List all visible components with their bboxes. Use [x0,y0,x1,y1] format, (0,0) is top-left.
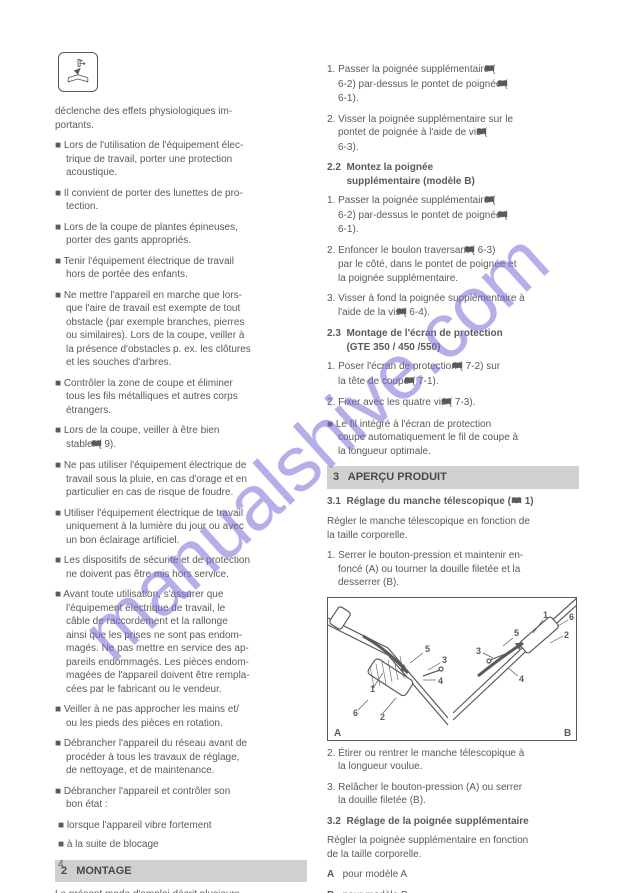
subsection-header: 2.2 Montez la poignée supplémentaire (mo… [327,161,579,188]
body-text: ■ Débrancher l'appareil du réseau avant … [55,737,307,778]
diagram-label: 2 [380,712,385,722]
manual-reference-icon [58,52,98,92]
numbered-step: 3. Relâcher le bouton-pression (A) ou se… [327,781,579,808]
diagram-label: 5 [514,628,519,638]
diagram-label: 3 [442,655,447,665]
body-text: ■ Les dispositifs de sécurité et de prot… [55,554,307,581]
body-text: ■ Lors de la coupe, veiller à être biens… [55,424,307,452]
body-text: Régler la poignée supplémentaire en fonc… [327,834,579,861]
diagram-label: 6 [353,708,358,718]
telescopic-handle-diagram: 1 2 3 4 5 6 1 2 3 4 5 [327,597,577,741]
page-number: 4 [58,858,64,872]
body-text: ■ Avant toute utilisation, s'assurer que… [55,588,307,696]
diagram-label: 4 [519,674,524,684]
bullet-item: ■ lorsque l'appareil vibre fortement [55,819,307,833]
body-text: Régler le manche télescopique en fonctio… [327,515,579,542]
body-text: déclenche des effets physiologiques im-p… [55,105,307,132]
numbered-step: 2. Enfoncer le boulon traversant ( 6-3)p… [327,244,579,286]
body-text: ■ Ne pas utiliser l'équipement électriqu… [55,459,307,500]
diagram-label: 6 [569,612,574,622]
svg-text:B: B [564,728,571,739]
body-text: ■ Débrancher l'appareil et contrôler son… [55,785,307,812]
diagram-label: 2 [564,630,569,640]
body-text: ■ Utiliser l'équipement électrique de tr… [55,507,307,548]
numbered-step: 2. Visser la poignée supplémentaire sur … [327,113,579,155]
subsection-header: 3.2 Réglage de la poignée supplémentaire [327,815,579,829]
numbered-step: 1. Poser l'écran de protection ( 7-2) su… [327,360,579,389]
section-header-apercu: 3 APERÇU PRODUIT [327,466,579,489]
diagram-label: 1 [370,684,375,694]
page-root: manualshive.com déclenche des effets phy… [0,0,629,893]
subsection-header: 2.3 Montage de l'écran de protection (GT… [327,327,579,354]
left-column: déclenche des effets physiologiques im-p… [55,105,307,893]
numbered-step: 2. Étirer ou rentrer le manche télescopi… [327,747,579,774]
body-text: Le présent mode d'emploi décrit plusieur… [55,888,307,893]
right-column: 1. Passer la poignée supplémentaire (6-2… [327,63,579,893]
body-text: ■ Veiller à ne pas approcher les mains e… [55,703,307,730]
section-header-montage: 2 MONTAGE [55,860,307,883]
svg-text:A: A [334,728,341,739]
numbered-step: 1. Serrer le bouton-pression et mainteni… [327,549,579,590]
diagram-label: 5 [425,644,430,654]
diagram-svg: 1 2 3 4 5 6 1 2 3 4 5 [328,598,576,740]
numbered-step: 3. Visser à fond la poignée supplémentai… [327,292,579,320]
body-text: ■ Le fil intégré à l'écran de protection… [327,418,579,459]
body-text: ■ Il convient de porter des lunettes de … [55,187,307,214]
bullet-item: ■ à la suite de blocage [55,838,307,852]
body-text: ■ Lors de l'utilisation de l'équipement … [55,139,307,180]
diagram-label: 3 [476,646,481,656]
body-text: ■ Contrôler la zone de coupe et éliminer… [55,377,307,418]
diagram-label: 4 [438,676,443,686]
body-text: ■ Ne mettre l'appareil en marche que lor… [55,289,307,370]
definition: A pour modèle A [327,868,579,882]
body-text: ■ Lors de la coupe de plantes épineuses,… [55,221,307,248]
body-text: ■ Tenir l'équipement électrique de trava… [55,255,307,282]
definition: B pour modèle B [327,889,579,893]
subsection-header: 3.1 Réglage du manche télescopique ( 1) [327,495,579,510]
numbered-step: 2. Fixer avec les quatre vis ( 7-3). [327,396,579,411]
numbered-step: 1. Passer la poignée supplémentaire (6-2… [327,194,579,237]
book-icon [511,496,522,510]
diagram-label: 1 [543,610,548,620]
numbered-step: 1. Passer la poignée supplémentaire (6-2… [327,63,579,106]
